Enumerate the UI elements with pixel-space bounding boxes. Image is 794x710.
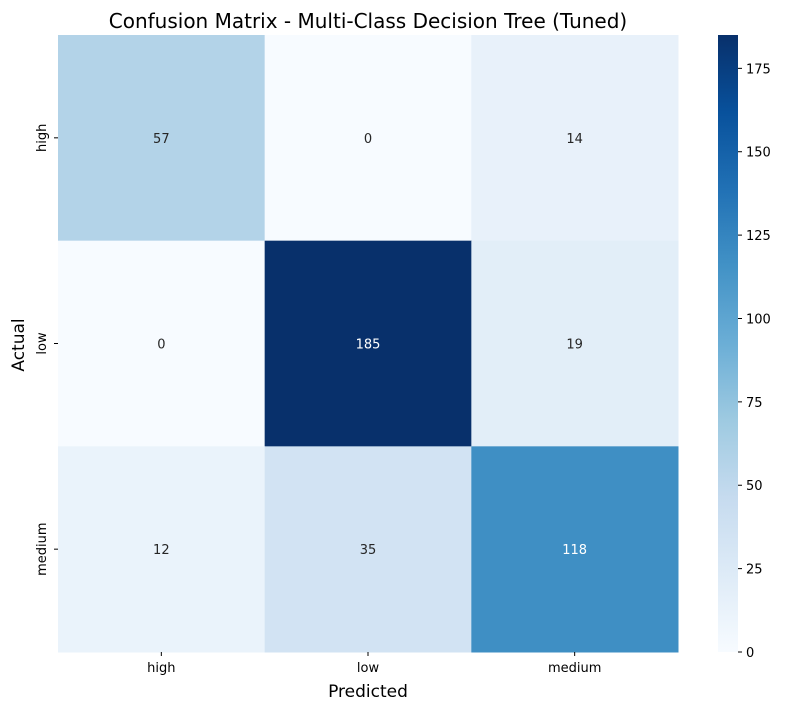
colorbar-tick-label: 125	[746, 229, 771, 244]
heatmap-cell-r0-c0	[58, 35, 266, 242]
heatmap-cell-r2-c2	[471, 446, 679, 653]
colorbar-tick-label: 150	[746, 146, 771, 161]
cell-value-r0-c2: 14	[566, 132, 583, 147]
colorbar-tick-label: 175	[746, 62, 771, 77]
x-tick-label: high	[147, 661, 175, 676]
heatmap-cell-r2-c1	[264, 446, 472, 653]
heatmap-cell-r1-c1	[264, 240, 472, 447]
colorbar-tick-label: 75	[746, 396, 763, 411]
cell-value-r2-c0: 12	[153, 543, 170, 558]
cell-value-r2-c2: 118	[562, 543, 587, 558]
x-axis-label: Predicted	[328, 682, 408, 702]
heatmap-cell-r1-c0	[58, 240, 266, 447]
colorbar-tick-label: 25	[746, 563, 763, 578]
chart-title: Confusion Matrix - Multi-Class Decision …	[109, 9, 628, 33]
heatmap-cell-labels: 57 0 14 0 185 19 12 35 118	[153, 132, 587, 558]
cell-value-r1-c2: 19	[566, 338, 583, 353]
cell-value-r1-c1: 185	[356, 338, 381, 353]
heatmap-cells	[58, 35, 679, 653]
y-tick-label: high	[35, 124, 50, 152]
x-tick-label: low	[357, 661, 380, 676]
colorbar-tick-label: 100	[746, 312, 771, 327]
x-tick-label: medium	[548, 661, 601, 676]
heatmap-cell-r0-c2	[471, 35, 679, 242]
colorbar-ticks: 0 25 50 75 100 125 150 175	[738, 62, 771, 661]
y-tick-label: medium	[35, 522, 50, 575]
cell-value-r1-c0: 0	[157, 338, 165, 353]
heatmap-cell-r1-c2	[471, 240, 679, 447]
y-axis: high low medium	[35, 124, 58, 576]
y-tick-label: low	[35, 332, 50, 355]
heatmap-cell-r0-c1	[264, 35, 472, 242]
colorbar	[718, 35, 738, 652]
cell-value-r2-c1: 35	[360, 543, 377, 558]
colorbar-tick-label: 50	[746, 479, 763, 494]
y-axis-label: Actual	[9, 318, 29, 371]
cell-value-r0-c0: 57	[153, 132, 170, 147]
x-axis: high low medium	[147, 652, 601, 676]
cell-value-r0-c1: 0	[364, 132, 372, 147]
colorbar-tick-label: 0	[746, 646, 754, 661]
heatmap-cell-r2-c0	[58, 446, 266, 653]
